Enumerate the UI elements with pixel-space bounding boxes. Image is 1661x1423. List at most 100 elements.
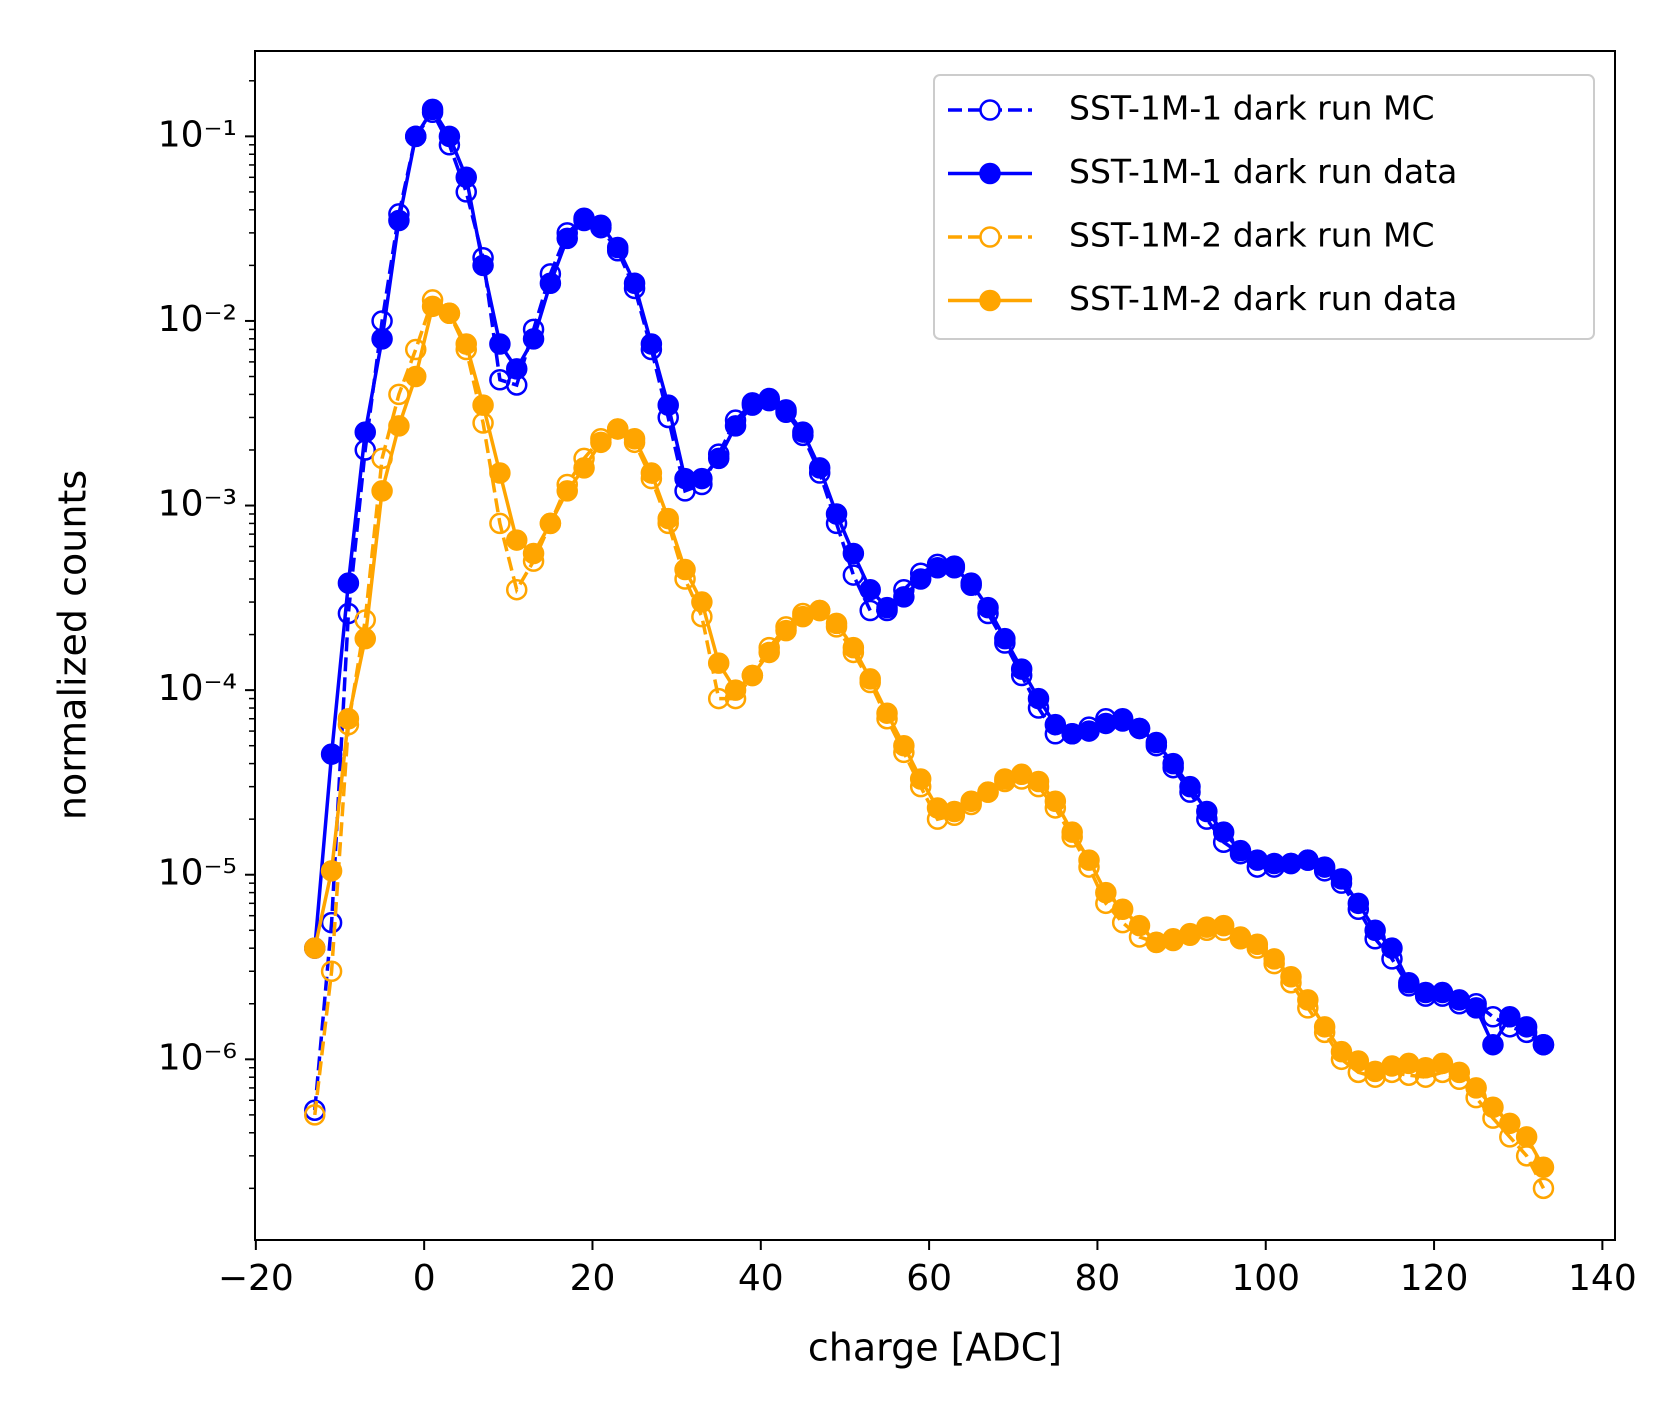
data-point <box>1330 868 1353 890</box>
data-point <box>909 768 932 790</box>
data-point <box>909 568 932 590</box>
data-point <box>977 596 999 619</box>
legend-marker <box>979 226 1001 248</box>
data-point <box>421 98 444 121</box>
data-point <box>640 333 663 355</box>
data-point <box>943 557 966 579</box>
data-point <box>1027 770 1050 793</box>
data-point <box>943 800 966 823</box>
data-point <box>1364 919 1386 942</box>
legend-label: SST-1M-1 dark run data <box>1069 152 1457 191</box>
data-point <box>1515 1126 1538 1148</box>
data-point <box>489 333 511 355</box>
x-tick-label: 80 <box>1075 1258 1121 1299</box>
data-point <box>1128 914 1151 937</box>
data-point <box>472 254 494 277</box>
data-point <box>354 421 376 443</box>
data-point <box>876 702 898 724</box>
data-point <box>1330 1040 1353 1063</box>
plot-area <box>304 98 1555 1200</box>
data-point <box>371 328 393 350</box>
data-point <box>539 272 562 295</box>
data-point <box>1162 752 1184 775</box>
data-point <box>1263 948 1285 970</box>
data-point <box>623 272 646 295</box>
legend-box <box>933 74 1595 340</box>
data-point <box>657 507 679 530</box>
data-point <box>1196 800 1218 823</box>
data-point <box>707 687 730 710</box>
data-point <box>674 558 696 581</box>
legend-label: SST-1M-2 dark run MC <box>1069 216 1435 255</box>
data-point <box>1515 1016 1538 1038</box>
x-tick-label: 100 <box>1231 1258 1300 1299</box>
data-point <box>1448 1061 1471 1084</box>
data-point <box>1061 821 1083 843</box>
data-point <box>337 572 360 594</box>
data-point <box>1212 914 1235 937</box>
data-point <box>1229 839 1252 862</box>
data-point <box>1044 713 1067 736</box>
data-point <box>1280 966 1302 988</box>
data-point <box>489 462 511 484</box>
legend-marker <box>979 99 1001 121</box>
data-point <box>893 734 915 757</box>
data-point <box>724 415 747 437</box>
plot-frame <box>254 50 1616 1241</box>
y-tick-label: 10⁻⁶ <box>158 1037 237 1078</box>
y-axis-label: normalized counts <box>51 470 95 820</box>
data-point <box>994 627 1016 650</box>
data-point <box>1111 898 1134 921</box>
data-point <box>1179 775 1201 798</box>
x-tick-label: 20 <box>570 1258 616 1299</box>
data-point <box>304 937 326 959</box>
data-point <box>505 358 528 380</box>
data-point <box>859 578 881 601</box>
data-point <box>623 428 646 450</box>
data-point <box>1095 881 1117 904</box>
data-point <box>792 421 814 443</box>
x-tick-label: 60 <box>906 1258 952 1299</box>
data-point <box>1532 1033 1555 1056</box>
data-point <box>371 480 393 502</box>
data-point <box>977 781 999 803</box>
data-point <box>320 860 343 882</box>
data-point <box>842 542 865 565</box>
series-line <box>313 303 1546 1169</box>
x-tick-label: 120 <box>1400 1258 1469 1299</box>
data-point <box>404 338 427 361</box>
data-point <box>825 612 848 635</box>
y-tick-label: 10⁻¹ <box>158 114 237 155</box>
data-point <box>1465 1077 1487 1099</box>
data-point <box>758 387 780 410</box>
data-point <box>808 599 831 622</box>
data-point <box>825 503 848 525</box>
data-point <box>1010 658 1033 680</box>
data-point <box>556 227 578 250</box>
data-point <box>808 457 831 479</box>
x-tick-label: −20 <box>218 1258 294 1299</box>
y-tick-label: 10⁻⁵ <box>158 853 237 894</box>
data-point <box>707 652 730 674</box>
data-point <box>388 209 410 232</box>
x-axis-label: charge [ADC] <box>808 1326 1062 1370</box>
data-point <box>1448 989 1471 1011</box>
data-point <box>489 512 511 535</box>
data-point <box>1128 717 1151 740</box>
data-point <box>354 627 376 650</box>
data-point <box>404 365 427 388</box>
data-point <box>893 586 915 608</box>
data-point <box>388 415 410 437</box>
data-point <box>1347 1050 1370 1072</box>
data-point <box>1381 937 1403 959</box>
data-point <box>522 542 545 565</box>
data-point <box>438 125 461 148</box>
data-point <box>590 214 612 236</box>
data-point <box>1297 989 1319 1011</box>
data-point <box>1246 933 1269 956</box>
legend-marker <box>979 162 1001 185</box>
y-tick-label: 10⁻³ <box>158 484 237 525</box>
data-point <box>1532 1156 1555 1179</box>
data-point <box>455 166 477 189</box>
